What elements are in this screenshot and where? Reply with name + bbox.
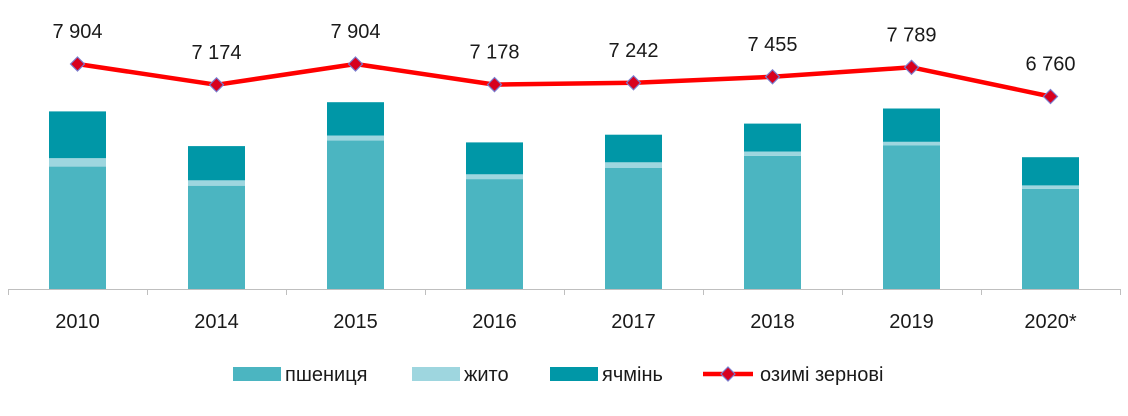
legend-label-barley: ячмінь — [602, 364, 663, 386]
x-tick-label-2015: 2015 — [333, 311, 378, 333]
bar-wheat-2010 — [49, 166, 106, 289]
x-axis-ticks — [8, 289, 1121, 295]
bar-wheat-2014 — [188, 185, 245, 289]
legend-label-wheat: пшениця — [285, 364, 368, 386]
data-label-2015: 7 904 — [330, 21, 380, 43]
x-tick-label-2019: 2019 — [889, 311, 934, 333]
data-label-2017: 7 242 — [608, 40, 658, 62]
bar-wheat-2018 — [744, 155, 801, 289]
data-label-2018: 7 455 — [747, 34, 797, 56]
marker-2019 — [903, 59, 920, 76]
x-tick-label-2020: 2020* — [1024, 311, 1076, 333]
bars-layer — [49, 102, 1079, 289]
bar-barley-2018 — [744, 123, 801, 152]
bar-wheat-2019 — [883, 145, 940, 289]
legend-label-rye: жито — [464, 364, 509, 386]
legend-label-winter-grains: озимі зернові — [760, 364, 883, 386]
legend-marker-winter-grains — [720, 366, 736, 382]
data-labels: 7 904 7 174 7 904 7 178 7 242 7 455 7 789 6 760 — [52, 21, 1075, 76]
bar-rye-2010 — [49, 158, 106, 167]
x-tick-label-2016: 2016 — [472, 311, 517, 333]
legend-swatch-barley — [550, 367, 598, 381]
legend-swatch-rye — [412, 367, 460, 381]
bar-barley-2015 — [327, 102, 384, 136]
data-label-2010: 7 904 — [52, 21, 102, 43]
marker-2017 — [625, 74, 642, 91]
marker-2010 — [69, 56, 86, 72]
bar-barley-2016 — [466, 142, 523, 175]
bar-rye-2018 — [744, 151, 801, 156]
data-label-2020: 6 760 — [1025, 54, 1075, 76]
bar-barley-2017 — [605, 134, 662, 163]
marker-2014 — [208, 76, 225, 93]
bar-wheat-2016 — [466, 179, 523, 289]
bar-barley-2010 — [49, 111, 106, 159]
bar-rye-2020 — [1022, 185, 1079, 189]
legend-swatch-wheat — [233, 367, 281, 381]
x-tick-label-2010: 2010 — [55, 311, 100, 333]
legend: пшениця жито ячмінь озимі зернові — [233, 364, 883, 386]
x-tick-label-2017: 2017 — [611, 311, 656, 333]
marker-2018 — [764, 68, 781, 85]
bar-rye-2014 — [188, 180, 245, 186]
data-label-2019: 7 789 — [886, 24, 936, 46]
bar-wheat-2017 — [605, 168, 662, 289]
bar-barley-2019 — [883, 108, 940, 142]
bar-rye-2017 — [605, 162, 662, 168]
bar-rye-2015 — [327, 135, 384, 141]
bar-wheat-2015 — [327, 140, 384, 289]
bar-wheat-2020 — [1022, 188, 1079, 289]
bar-rye-2016 — [466, 174, 523, 180]
x-tick-label-2014: 2014 — [194, 311, 239, 333]
line-layer — [69, 56, 1059, 105]
marker-2015 — [347, 56, 364, 72]
data-label-2016: 7 178 — [469, 42, 519, 64]
x-tick-label-2018: 2018 — [750, 311, 795, 333]
marker-2020 — [1042, 88, 1059, 105]
bar-barley-2020 — [1022, 157, 1079, 186]
bar-barley-2014 — [188, 146, 245, 181]
marker-2016 — [486, 76, 503, 93]
bar-rye-2019 — [883, 141, 940, 146]
line-winter-grains — [77, 61, 1051, 99]
data-label-2014: 7 174 — [191, 42, 241, 64]
x-axis-labels: 2010 2014 2015 2016 2017 2018 2019 2020* — [55, 311, 1077, 333]
